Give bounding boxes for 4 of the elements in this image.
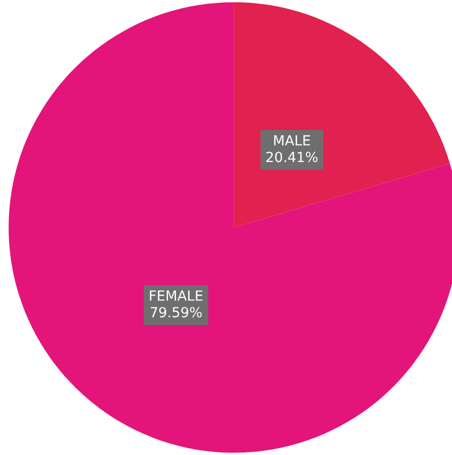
data-label: 20.41% [266, 152, 318, 162]
slice-label: MALE [274, 135, 310, 146]
slice-label: FEMALE [150, 290, 202, 301]
data-label: 79.59% [150, 306, 202, 318]
